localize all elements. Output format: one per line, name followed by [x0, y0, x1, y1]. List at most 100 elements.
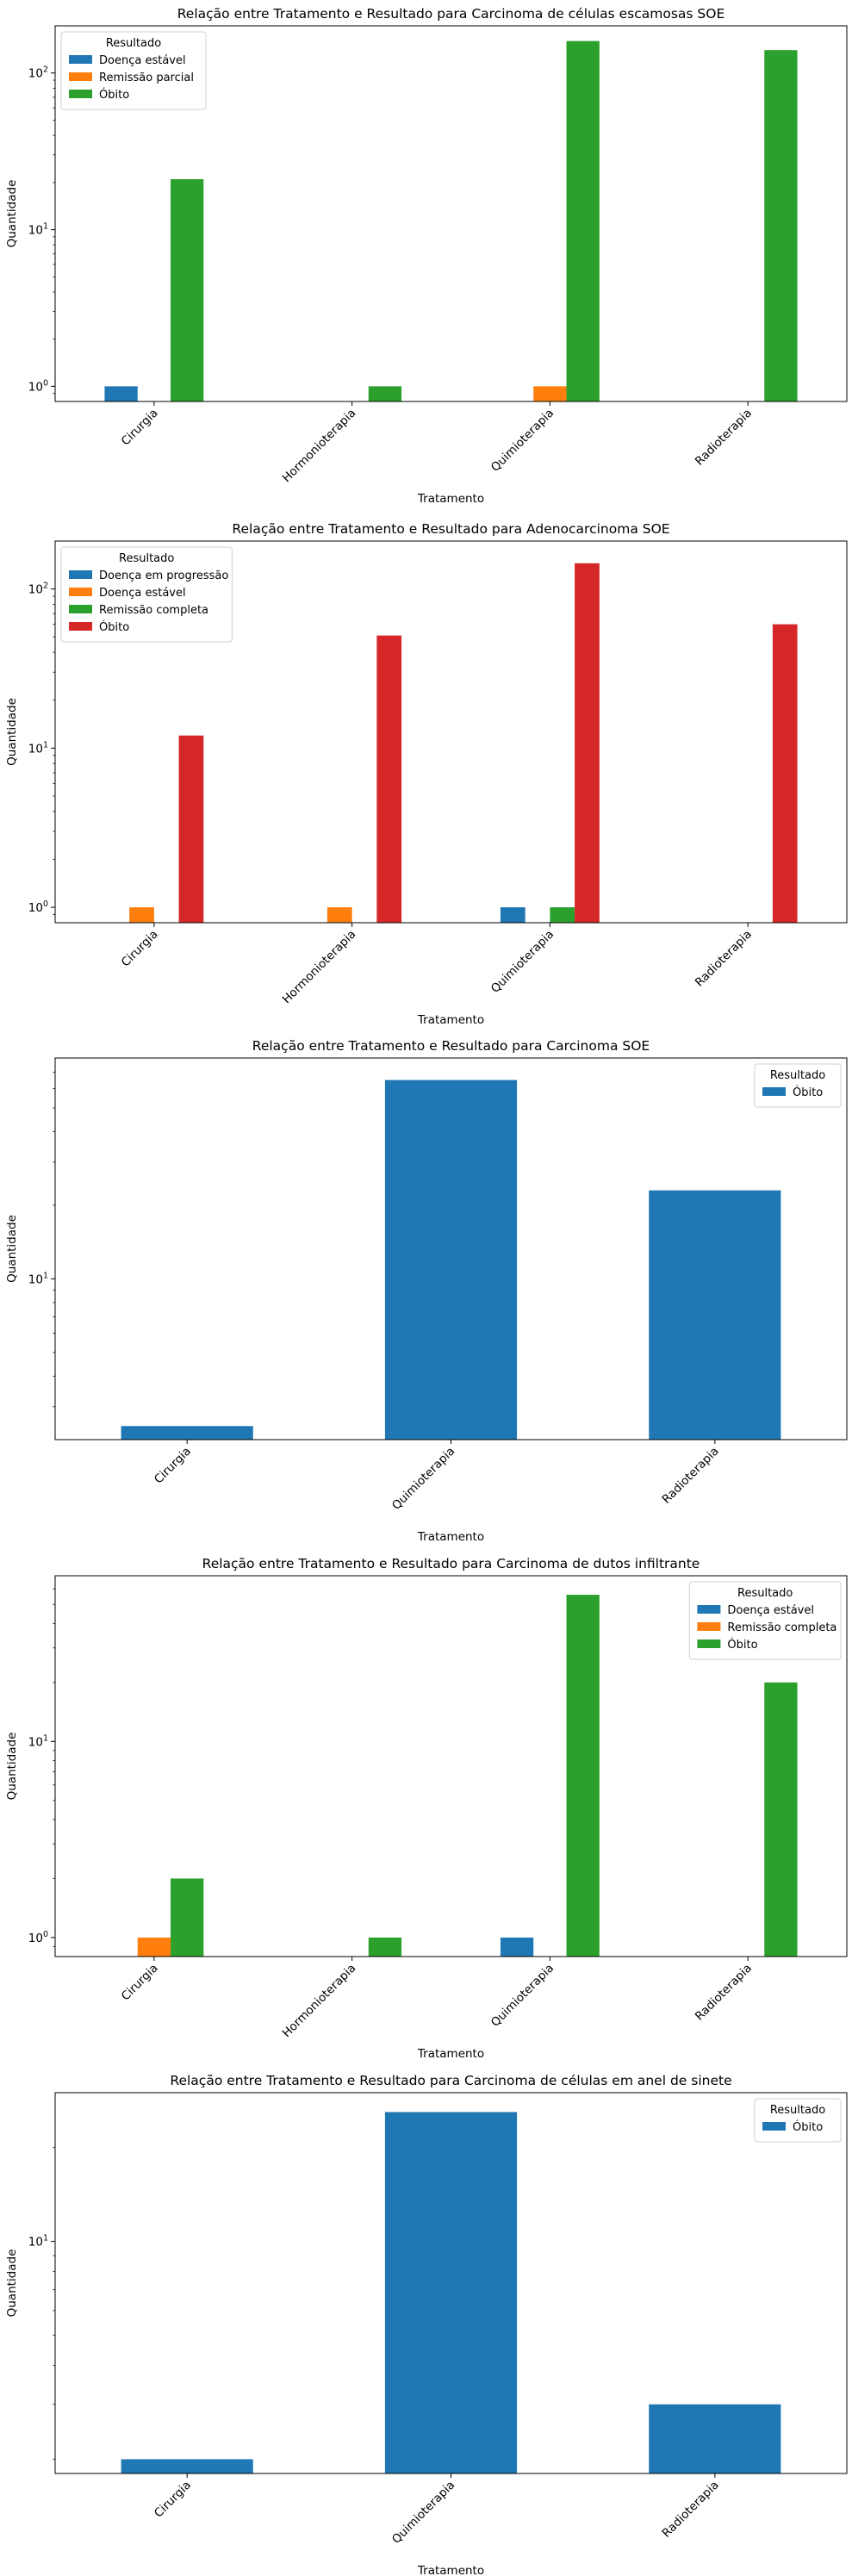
x-axis-label: Tratamento: [417, 1013, 484, 1027]
y-axis-label: Quantidade: [5, 1733, 19, 1801]
bar-doença-estável-cirurgia: [104, 386, 138, 401]
bar-doença-estável-hormonioterapia: [326, 907, 352, 923]
bar-óbito-radioterapia: [764, 1682, 798, 1957]
y-tick-label: 101: [28, 1271, 48, 1286]
bars: [104, 40, 798, 401]
legend-entry: Óbito: [727, 1638, 757, 1652]
x-axis-label: Tratamento: [417, 2564, 484, 2576]
legend: Resultado Óbito: [754, 1063, 842, 1108]
bar-óbito-radioterapia: [649, 2404, 781, 2473]
bar-óbito-quimioterapia: [384, 1080, 518, 1440]
legend-title: Resultado: [770, 2104, 825, 2117]
x-axis-label: Tratamento: [417, 1530, 484, 1544]
legend-swatch: [697, 1622, 721, 1631]
x-axis-label: Tratamento: [417, 492, 484, 506]
axes-frame: [54, 1575, 848, 1957]
legend-entry: Remissão completa: [99, 604, 208, 617]
chart-title: Relação entre Tratamento e Resultado par…: [170, 2073, 731, 2088]
x-tick-label: Radioterapia: [693, 407, 755, 469]
bar-remissão-completa-cirurgia: [137, 1937, 171, 1957]
x-tick-label: Hormonioterapia: [280, 1962, 359, 2041]
y-tick-label: 102: [28, 582, 48, 597]
chart-title: Relação entre Tratamento e Resultado par…: [252, 1038, 650, 1054]
legend-swatch: [69, 605, 92, 613]
bar-doença-em-progressão-quimioterapia: [500, 907, 526, 923]
chart-2: Relação entre Tratamento e Resultado par…: [5, 521, 848, 1027]
legend-entry: Óbito: [793, 2120, 823, 2134]
x-tick-label: Quimioterapia: [389, 1445, 457, 1513]
bar-óbito-cirurgia: [178, 735, 204, 923]
axes-frame: [54, 2092, 848, 2474]
legend-entry: Óbito: [99, 88, 129, 102]
legend-box: [754, 2098, 842, 2143]
legend-entry: Doença estável: [727, 1604, 814, 1617]
bar-óbito-radioterapia: [772, 624, 798, 923]
bar-remissão-completa-quimioterapia: [550, 907, 575, 923]
y-tick-label: 100: [28, 1930, 48, 1945]
legend-box: [688, 1581, 842, 1660]
bar-óbito-quimioterapia: [566, 1595, 600, 1957]
x-tick-label: Radioterapia: [693, 928, 755, 990]
y-axis-label: Quantidade: [5, 180, 19, 248]
legend-entry: Óbito: [793, 1086, 823, 1099]
legend-box: [60, 546, 233, 643]
legend: Resultado Doença estável Remissão parcial Ó…: [60, 31, 207, 110]
x-tick-label: Hormonioterapia: [280, 407, 359, 486]
legend-swatch: [697, 1605, 721, 1614]
chart-title: Relação entre Tratamento e Resultado par…: [202, 1556, 700, 1571]
bar-óbito-cirurgia: [121, 1426, 253, 1440]
legend-entry: Remissão parcial: [99, 72, 194, 84]
chart-title: Relação entre Tratamento e Resultado par…: [232, 521, 669, 537]
x-tick-label: Quimioterapia: [488, 1962, 557, 2030]
legend-entry: Doença em progressão: [99, 569, 228, 582]
bar-óbito-hormonioterapia: [368, 1937, 402, 1957]
bars: [129, 563, 798, 923]
y-tick-label: 102: [28, 65, 48, 81]
legend-swatch: [69, 588, 92, 596]
bars: [121, 2112, 781, 2473]
legend-title: Resultado: [119, 552, 174, 565]
x-tick-label: Radioterapia: [660, 1445, 722, 1507]
y-axis-label: Quantidade: [5, 2249, 19, 2318]
legend-entry: Doença estável: [99, 54, 186, 67]
legend-title: Resultado: [737, 1587, 793, 1600]
legend-swatch: [69, 90, 92, 98]
x-tick-label: Cirurgia: [119, 407, 161, 449]
y-tick-label: 101: [28, 2234, 48, 2249]
bar-doença-estável-quimioterapia: [500, 1937, 534, 1957]
legend-box: [754, 1063, 842, 1108]
bar-óbito-hormonioterapia: [368, 386, 402, 401]
bars: [137, 1595, 798, 1957]
y-tick-label: 101: [28, 222, 48, 238]
y-tick-label: 100: [28, 899, 48, 915]
x-tick-label: Cirurgia: [152, 1445, 194, 1487]
bar-óbito-quimioterapia: [384, 2112, 518, 2473]
legend-swatch: [762, 1087, 786, 1096]
legend: Resultado Doença em progressão Doença está…: [60, 546, 233, 643]
legend-title: Resultado: [770, 1069, 825, 1082]
bar-óbito-radioterapia: [649, 1190, 781, 1440]
chart-4: Relação entre Tratamento e Resultado par…: [5, 1556, 848, 2061]
bar-remissão-parcial-quimioterapia: [533, 386, 567, 401]
chart-1: Relação entre Tratamento e Resultado par…: [5, 6, 848, 506]
legend-swatch: [69, 570, 92, 579]
legend-swatch: [69, 72, 92, 81]
axes-frame: [54, 25, 848, 402]
x-tick-label: Radioterapia: [660, 2479, 722, 2541]
y-tick-label: 101: [28, 1733, 48, 1749]
bar-óbito-cirurgia: [171, 178, 204, 401]
bar-óbito-cirurgia: [171, 1878, 204, 1957]
bar-óbito-quimioterapia: [566, 40, 600, 401]
chart-3: Relação entre Tratamento e Resultado par…: [5, 1038, 848, 1544]
legend-swatch: [69, 55, 92, 64]
x-tick-label: Radioterapia: [693, 1962, 755, 2024]
bar-óbito-quimioterapia: [575, 563, 600, 923]
x-tick-label: Quimioterapia: [488, 407, 557, 475]
chart-5: Relação entre Tratamento e Resultado par…: [5, 2073, 848, 2576]
x-tick-label: Hormonioterapia: [280, 928, 359, 1007]
legend-entry: Remissão completa: [727, 1621, 836, 1634]
bar-óbito-radioterapia: [764, 50, 798, 401]
legend: Resultado Doença estável Remissão completa…: [688, 1581, 842, 1660]
legend-swatch: [762, 2122, 786, 2131]
